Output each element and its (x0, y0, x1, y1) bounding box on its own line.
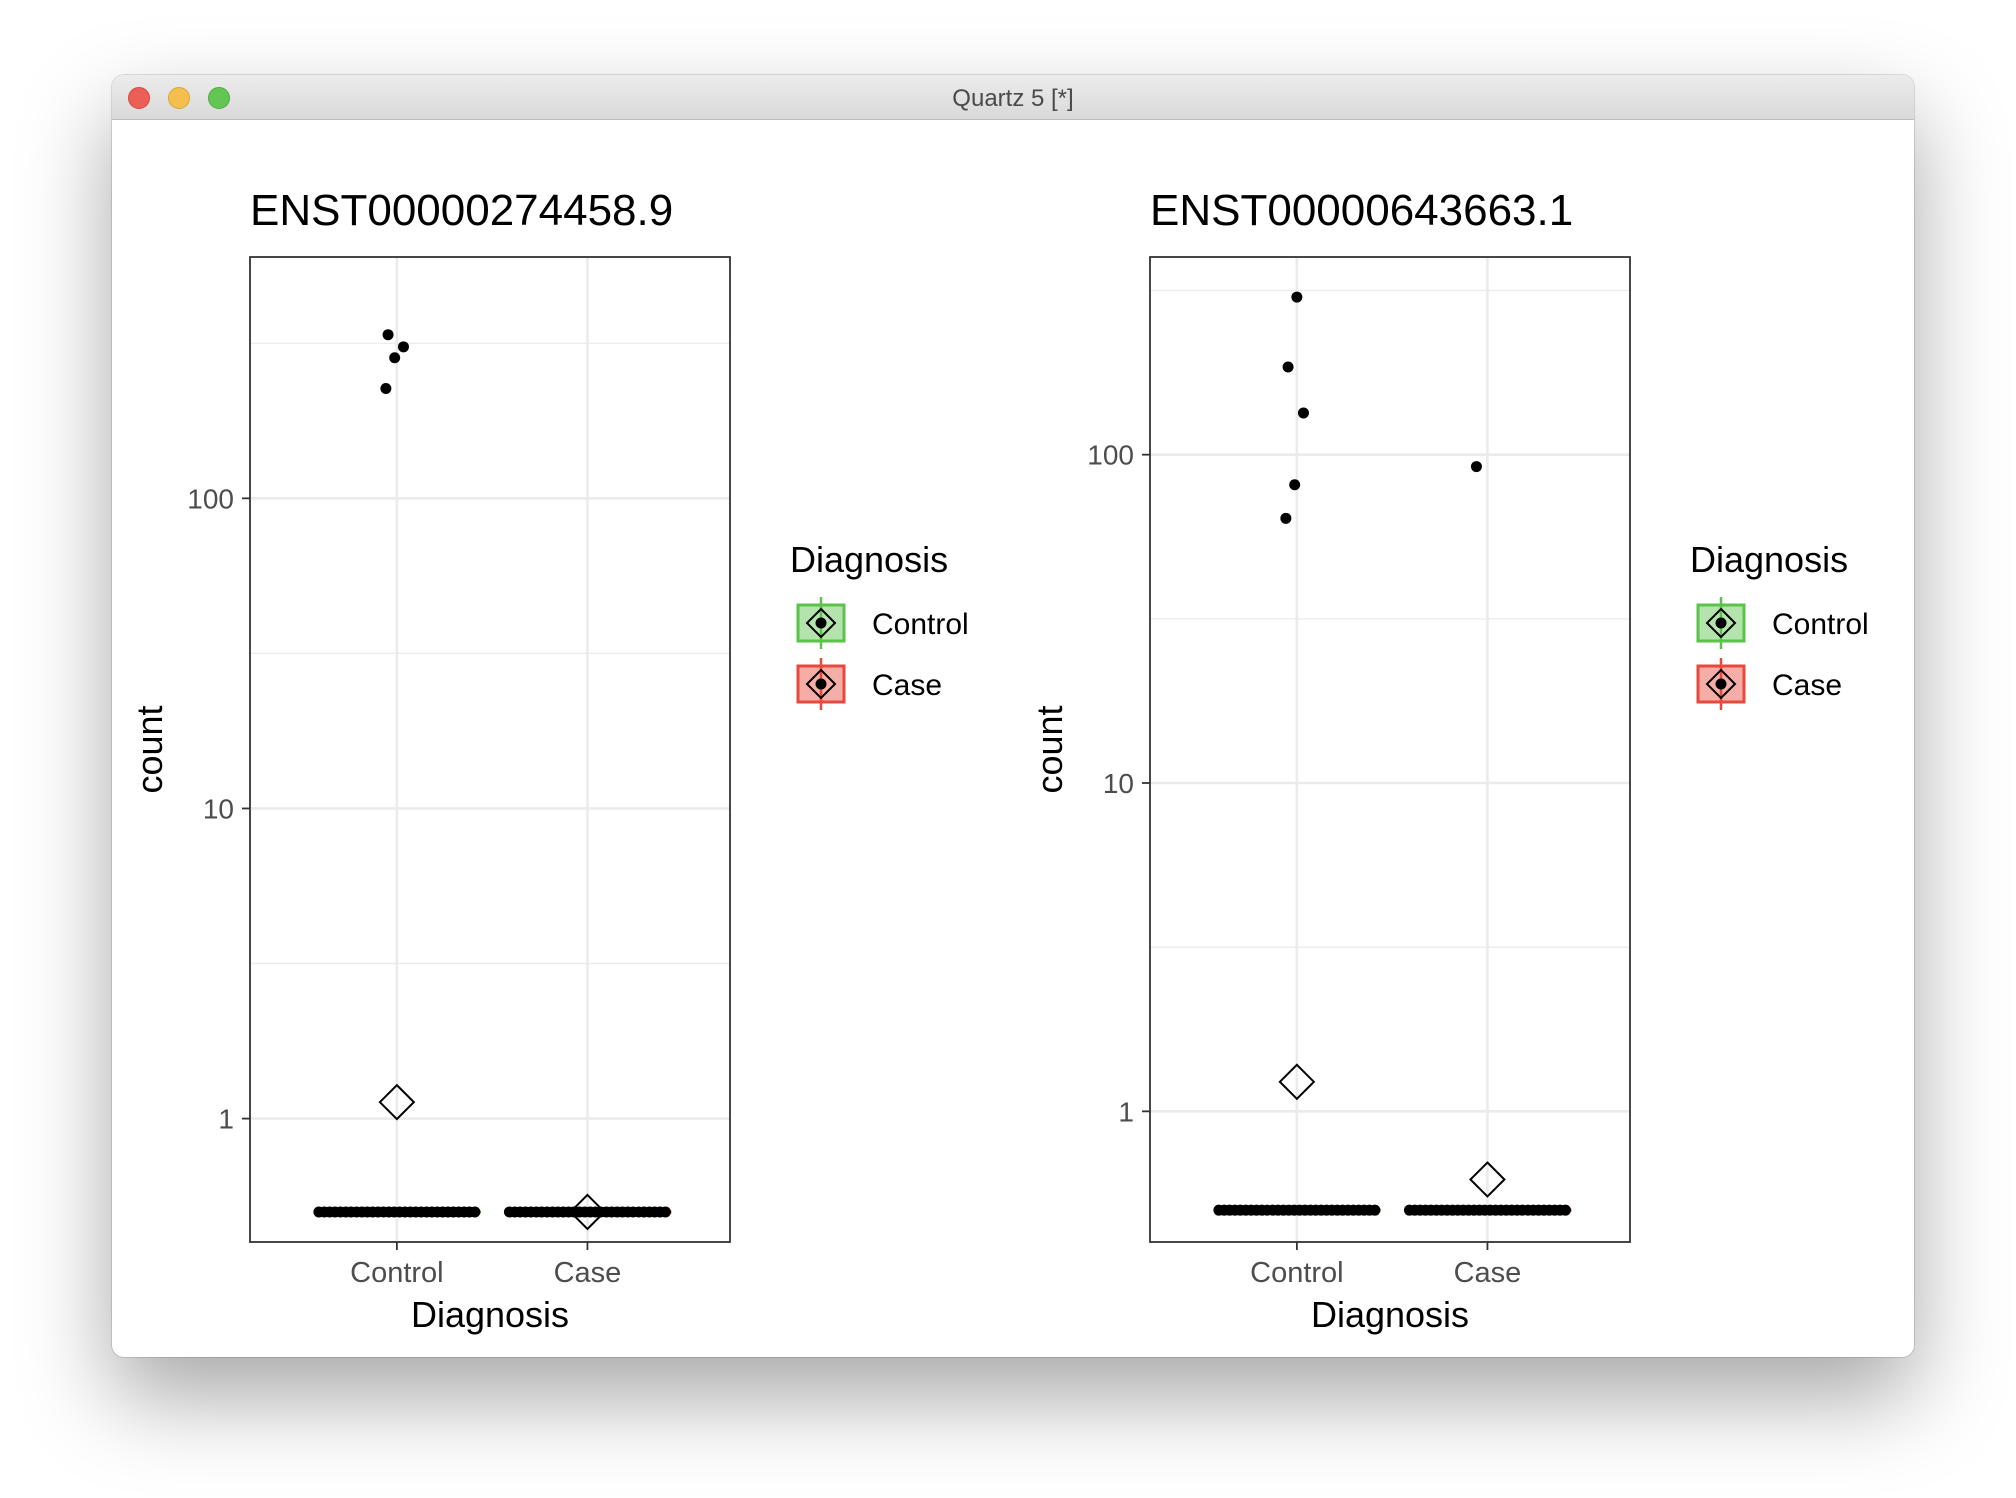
x-axis-title: Diagnosis (411, 1294, 569, 1335)
data-point (1289, 479, 1301, 491)
close-window-button[interactable] (128, 87, 150, 109)
legend-key-case (796, 658, 846, 710)
legend-key-dot (1715, 678, 1727, 690)
chart-title: ENST00000643663.1 (1150, 186, 1573, 235)
y-tick-label: 10 (203, 793, 234, 824)
data-point (1280, 512, 1292, 524)
legend-key-case (1696, 658, 1746, 710)
chart-title: ENST00000274458.9 (250, 186, 673, 235)
minimize-window-button[interactable] (168, 87, 190, 109)
x-tick-label: Control (350, 1257, 444, 1289)
data-point (1470, 461, 1482, 473)
window-titlebar[interactable]: Quartz 5 [*] (112, 75, 1914, 120)
legend-label: Control (1772, 608, 1869, 641)
legend-key-diamond (805, 668, 837, 700)
y-tick-label: 100 (1087, 440, 1134, 471)
chart-panel-1: 1 10 100 Control Case ENST00000274458.9 Diagno… (129, 186, 969, 1335)
y-axis-title: count (1029, 705, 1070, 793)
window-title: Quartz 5 [*] (952, 85, 1074, 112)
y-tick-label: 1 (1118, 1096, 1134, 1127)
mean-diamond (378, 1083, 416, 1121)
legend-key-control (796, 597, 846, 649)
legend-title: Diagnosis (1690, 539, 1848, 580)
zoom-window-button[interactable] (208, 87, 230, 109)
legend-key-dot (815, 617, 827, 629)
data-point-zero (1369, 1204, 1381, 1216)
legend-key-dot (1715, 617, 1727, 629)
data-point (1291, 291, 1303, 303)
quartz-window: Quartz 5 [*] 1 10 100 Control Case ENST000002… (112, 75, 1914, 1357)
legend-label: Case (1772, 669, 1842, 702)
data-point (397, 341, 409, 353)
y-axis-title: count (129, 705, 170, 793)
legend-key-diamond (1705, 607, 1737, 639)
data-point (380, 383, 392, 395)
legend-label: Control (872, 608, 969, 641)
plot-canvas: 1 10 100 Control Case ENST00000274458.9 Diagno… (112, 120, 1914, 1357)
panel-border (1149, 256, 1631, 1243)
data-point-zero (469, 1206, 481, 1218)
data-point (1282, 361, 1294, 373)
legend-key-diamond (805, 607, 837, 639)
x-axis-title: Diagnosis (1311, 1294, 1469, 1335)
data-point-zero (659, 1206, 671, 1218)
y-tick-label: 100 (187, 483, 234, 514)
plots-svg: 1 10 100 Control Case ENST00000274458.9 Diagno… (129, 186, 1869, 1335)
legend-key-diamond (1705, 668, 1737, 700)
legend-key-control (1696, 597, 1746, 649)
y-tick-label: 1 (218, 1104, 234, 1135)
mean-diamond (1469, 1161, 1506, 1198)
legend-label: Case (872, 669, 942, 702)
data-point-zero (1559, 1204, 1571, 1216)
legend-key-dot (815, 678, 827, 690)
x-tick-label: Control (1250, 1257, 1344, 1289)
data-point (389, 352, 401, 364)
x-tick-label: Case (1454, 1257, 1522, 1289)
chart-panel-2: 1 10 100 Control Case ENST00000643663.1 Diagno… (1029, 186, 1869, 1335)
panel-border (249, 256, 731, 1243)
mean-diamond (569, 1193, 606, 1231)
y-tick-label: 10 (1103, 768, 1134, 799)
mean-diamond (1278, 1063, 1316, 1101)
data-point (1297, 407, 1309, 419)
data-point (382, 329, 394, 341)
legend-title: Diagnosis (790, 539, 948, 580)
x-tick-label: Case (554, 1257, 622, 1289)
